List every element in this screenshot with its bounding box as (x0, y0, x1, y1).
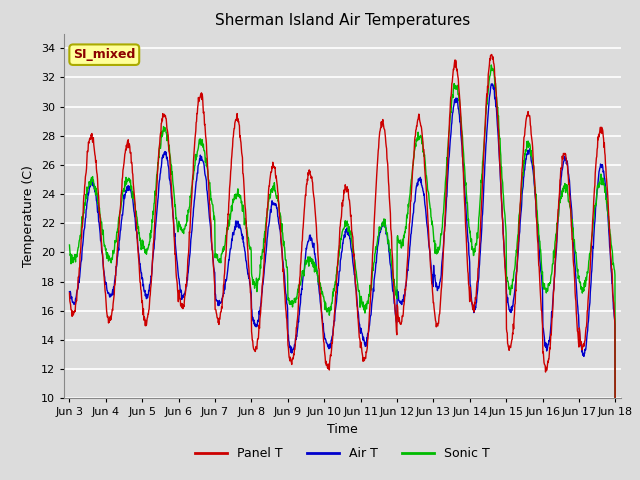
Legend: Panel T, Air T, Sonic T: Panel T, Air T, Sonic T (191, 442, 494, 465)
Text: SI_mixed: SI_mixed (73, 48, 136, 61)
Title: Sherman Island Air Temperatures: Sherman Island Air Temperatures (215, 13, 470, 28)
X-axis label: Time: Time (327, 423, 358, 436)
Y-axis label: Temperature (C): Temperature (C) (22, 165, 35, 267)
